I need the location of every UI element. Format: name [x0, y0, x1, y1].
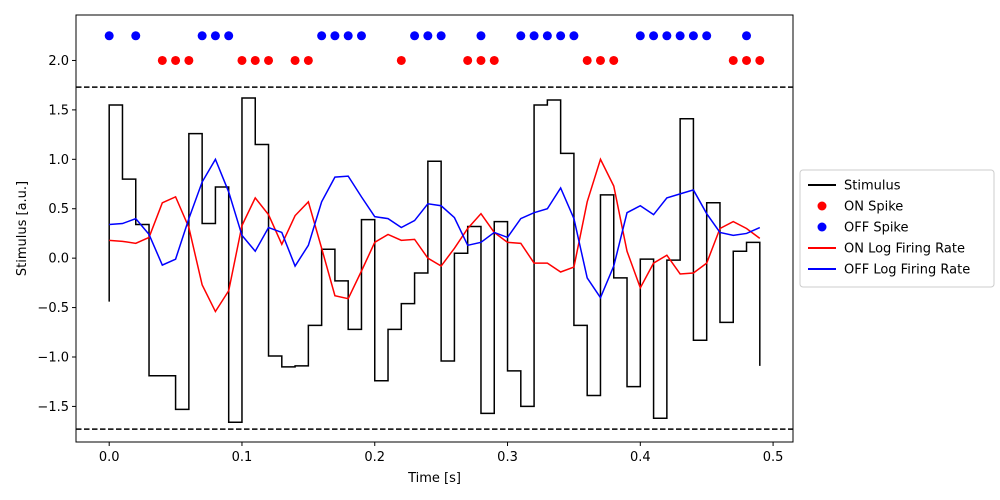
- y-tick-label: 1.0: [48, 153, 69, 168]
- off-spike-point: [423, 31, 433, 41]
- y-tick-label: 2.0: [48, 54, 69, 69]
- on-spike-point: [396, 55, 406, 65]
- y-tick-label: 0.0: [48, 252, 69, 267]
- legend-label-on-log-firing-rate: ON Log Firing Rate: [844, 242, 965, 257]
- off-spike-point: [410, 31, 420, 41]
- on-spike-point: [157, 55, 167, 65]
- x-axis-title: Time [s]: [407, 471, 461, 486]
- on-spike-point: [264, 55, 274, 65]
- on-spike-point: [303, 55, 313, 65]
- off-spike-point: [356, 31, 366, 41]
- on-spike-point: [595, 55, 605, 65]
- off-spike-point: [330, 31, 340, 41]
- on-spike-point: [489, 55, 499, 65]
- off-spike-point: [542, 31, 552, 41]
- y-tick-label: 1.5: [48, 103, 69, 118]
- on-spike-point: [742, 55, 752, 65]
- stimulus-line: [108, 97, 761, 423]
- on-spike-point: [582, 55, 592, 65]
- off-spike-point: [436, 31, 446, 41]
- on-spike-point: [250, 55, 260, 65]
- off-spike-point: [131, 31, 141, 41]
- off-spike-point: [635, 31, 645, 41]
- x-tick-label: 0.0: [99, 450, 120, 465]
- on-spike-point: [290, 55, 300, 65]
- off-spike-point: [649, 31, 659, 41]
- x-tick-label: 0.2: [364, 450, 385, 465]
- off-spike-point: [569, 31, 579, 41]
- off-spike-point: [675, 31, 685, 41]
- on-spike-point: [237, 55, 247, 65]
- y-tick-label: −0.5: [37, 301, 69, 316]
- y-tick-label: 0.5: [48, 202, 69, 217]
- legend-swatch-on-spike: [817, 201, 827, 211]
- legend-label-on-spike: ON Spike: [844, 200, 903, 215]
- x-tick-label: 0.5: [763, 450, 784, 465]
- x-tick-label: 0.3: [497, 450, 518, 465]
- on-spike-point: [171, 55, 181, 65]
- off-spike-point: [210, 31, 220, 41]
- legend-box: [799, 169, 995, 288]
- plot-frame: [75, 14, 794, 443]
- off-spike-point: [702, 31, 712, 41]
- off-spike-point: [317, 31, 327, 41]
- off-spike-point: [476, 31, 486, 41]
- on-spike-point: [184, 55, 194, 65]
- on-spike-point: [728, 55, 738, 65]
- off-spike-point: [197, 31, 207, 41]
- legend-label-off-spike: OFF Spike: [844, 221, 909, 236]
- on-spike-point: [463, 55, 473, 65]
- x-tick-label: 0.1: [232, 450, 253, 465]
- off-spike-point: [516, 31, 526, 41]
- off-firing-rate-line: [109, 157, 761, 300]
- on-firing-rate-line: [109, 157, 761, 314]
- on-spike-point: [755, 55, 765, 65]
- legend: Stimulus ON Spike OFF Spike ON Log Firing R…: [799, 169, 995, 288]
- off-spike-point: [343, 31, 353, 41]
- on-spike-point: [476, 55, 486, 65]
- legend-swatch-off-spike: [817, 222, 827, 232]
- y-tick-label: −1.0: [37, 350, 69, 365]
- off-spike-point: [742, 31, 752, 41]
- plot-area: 0.0 0.1 0.2 0.3 0.4 0.5 −1.5 −1.0 −0.5 0.0 0.5 1.0 1…: [37, 14, 794, 465]
- off-spike-point: [529, 31, 539, 41]
- legend-label-off-log-firing-rate: OFF Log Firing Rate: [844, 263, 970, 278]
- legend-label-stimulus: Stimulus: [844, 179, 901, 194]
- y-tick-label: −1.5: [37, 400, 69, 415]
- off-spike-point: [688, 31, 698, 41]
- y-axis-title: Stimulus [a.u.]: [15, 181, 30, 276]
- x-tick-label: 0.4: [630, 450, 651, 465]
- off-spike-point: [662, 31, 672, 41]
- on-spike-point: [609, 55, 619, 65]
- off-spike-point: [104, 31, 114, 41]
- off-spike-point: [224, 31, 234, 41]
- off-spike-point: [556, 31, 566, 41]
